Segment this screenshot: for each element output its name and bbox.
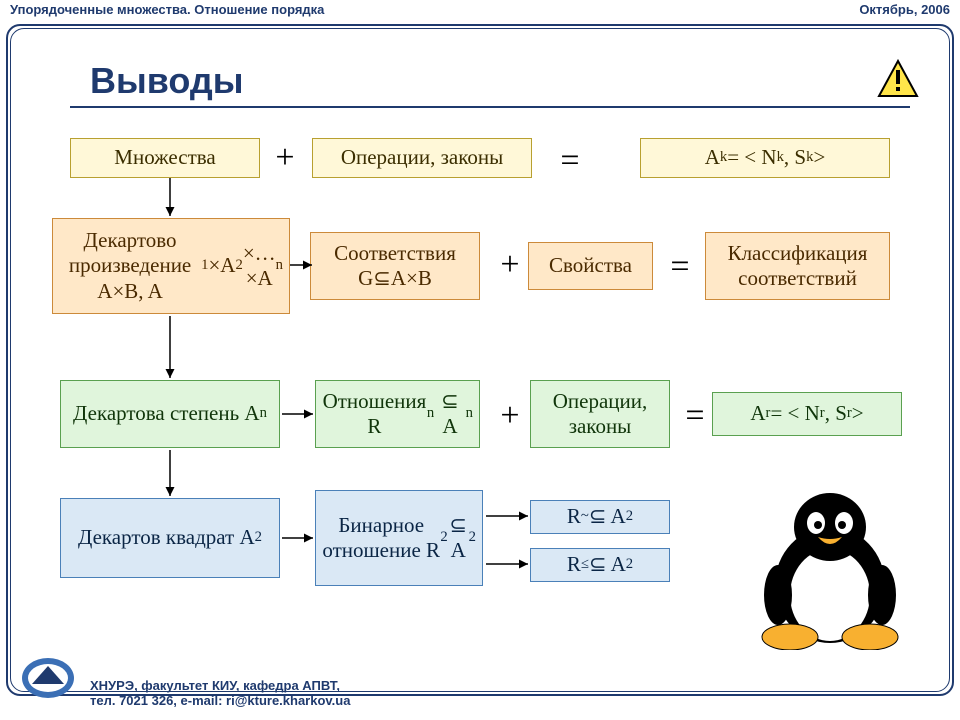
box-r2_c: Свойства [528,242,653,290]
box-r3_b: Отношения Rn ⊆ An [315,380,480,448]
penguin-icon [750,485,910,650]
box-r3_d: Ar = < Nr , Sr> [712,392,902,436]
footer: ХНУРЭ, факультет КИУ, кафедра АПВТ, тел.… [90,678,350,708]
operator-p3: + [500,397,519,435]
header-right: Октябрь, 2006 [859,2,950,22]
operator-e2: = [670,248,689,286]
box-r1_b: Операции, законы [312,138,532,178]
box-r4_d: R≤ ⊆ A2 [530,548,670,582]
box-r1_c: Ak = < Nk, Sk> [640,138,890,178]
operator-e3: = [685,397,704,435]
footer-line2: тел. 7021 326, e-mail: ri@kture.kharkov.… [90,693,350,708]
operator-p1: + [275,139,294,177]
box-r4_b: Бинарное отношение R2 ⊆ A2 [315,490,483,586]
title-underline [70,106,910,108]
box-r2_b: Соответствия G⊆A×B [310,232,480,300]
box-r2_d: Классификация соответствий [705,232,890,300]
operator-e1: = [560,142,579,180]
operator-p2: + [500,246,519,284]
box-r1_a: Множества [70,138,260,178]
box-r3_a: Декартова степень An [60,380,280,448]
box-r3_c: Операции, законы [530,380,670,448]
box-r2_a: Декартово произведение A×B, A1×A2×… ×An [52,218,290,314]
box-r4_c: R~ ⊆ A2 [530,500,670,534]
warning-icon [876,58,920,102]
footer-line1: ХНУРЭ, факультет КИУ, кафедра АПВТ, [90,678,350,693]
header-left: Упорядоченные множества. Отношение поряд… [10,2,324,22]
org-logo-icon [18,654,78,702]
box-r4_a: Декартов квадрат A2 [60,498,280,578]
slide-title: Выводы [90,60,244,102]
